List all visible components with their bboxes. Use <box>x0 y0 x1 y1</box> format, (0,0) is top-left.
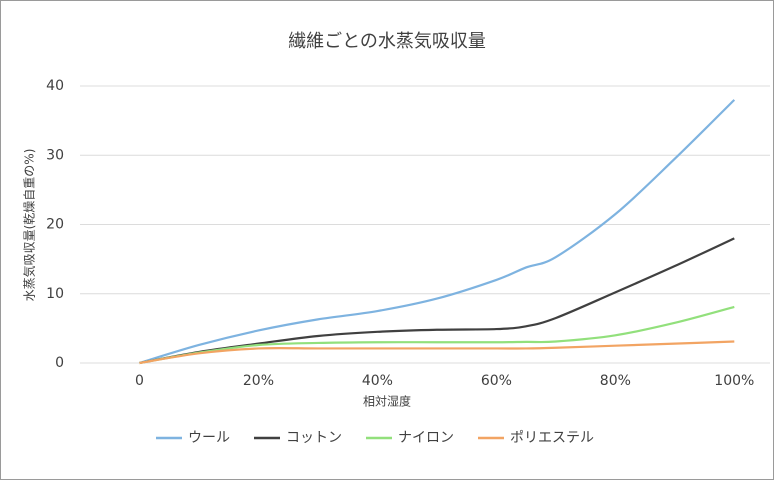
x-tick-label: 40% <box>362 373 393 389</box>
x-tick-label: 20% <box>243 373 274 389</box>
y-tick-label: 30 <box>46 147 64 163</box>
line-series <box>139 305 735 365</box>
x-tick-label: 100% <box>714 373 754 389</box>
line-series <box>139 237 735 365</box>
x-axis-label: 相対湿度 <box>363 394 411 409</box>
y-tick-label: 20 <box>46 217 64 233</box>
legend-label: ナイロン <box>398 430 454 446</box>
y-tick-label: 0 <box>55 355 64 371</box>
x-tick-label: 80% <box>600 373 631 389</box>
y-tick-label: 10 <box>46 286 64 302</box>
line-series <box>139 340 735 365</box>
legend-label: コットン <box>286 430 342 446</box>
y-axis-label: 水蒸気吸収量(乾燥自重の%) <box>22 149 37 302</box>
x-tick-label: 60% <box>481 373 512 389</box>
x-tick-label: 0 <box>135 373 144 389</box>
legend-label: ポリエステル <box>510 430 594 446</box>
legend-label: ウール <box>188 430 230 446</box>
chart-title: 繊維ごとの水蒸気吸収量 <box>288 31 486 52</box>
line-series <box>139 99 736 365</box>
y-tick-label: 40 <box>46 78 64 94</box>
